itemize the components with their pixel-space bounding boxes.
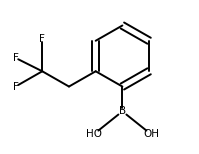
Text: OH: OH: [143, 129, 159, 139]
Text: B: B: [119, 106, 126, 116]
Text: F: F: [39, 34, 45, 44]
Text: F: F: [13, 81, 19, 91]
Text: HO: HO: [86, 129, 102, 139]
Text: F: F: [13, 53, 19, 63]
